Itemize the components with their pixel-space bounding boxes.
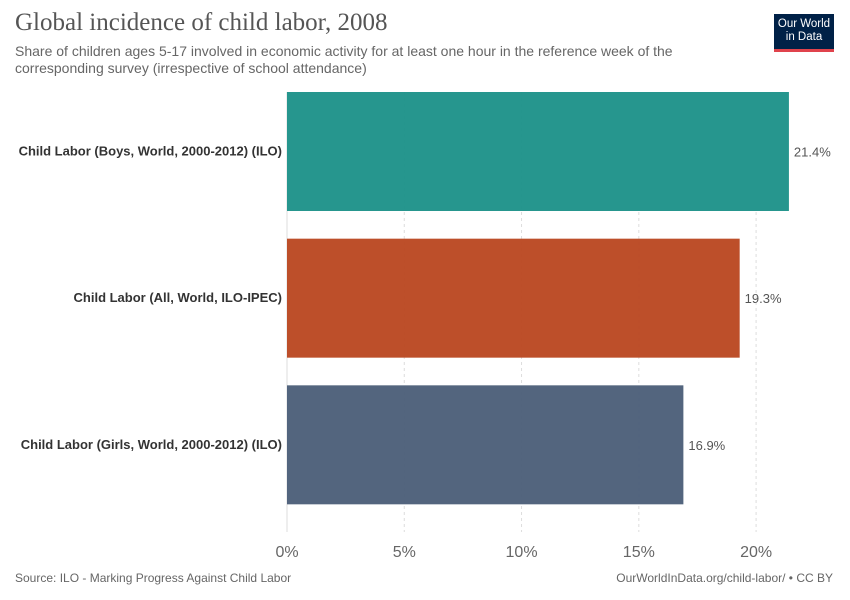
x-tick-label: 0% [275, 544, 298, 561]
bar[interactable] [287, 239, 740, 358]
bar-category-label: Child Labor (Girls, World, 2000-2012) (I… [21, 437, 282, 452]
bar-value-label: 16.9% [688, 438, 725, 453]
bar-value-label: 19.3% [745, 291, 782, 306]
x-tick-label: 20% [740, 544, 772, 561]
source-url[interactable]: OurWorldInData.org/child-labor/ • CC BY [616, 571, 833, 585]
bar[interactable] [287, 385, 683, 504]
bar-category-label: Child Labor (Boys, World, 2000-2012) (IL… [19, 144, 282, 159]
bar-value-label: 21.4% [794, 145, 831, 160]
bar-category-label: Child Labor (All, World, ILO-IPEC) [74, 290, 282, 305]
source-note: Source: ILO - Marking Progress Against C… [15, 571, 291, 585]
x-tick-label: 15% [623, 544, 655, 561]
x-tick-label: 10% [506, 544, 538, 561]
x-tick-label: 5% [393, 544, 416, 561]
bar[interactable] [287, 92, 789, 211]
